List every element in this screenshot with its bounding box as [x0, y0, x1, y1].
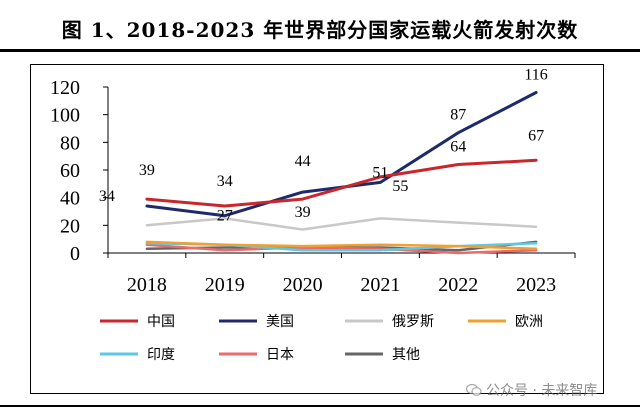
data-label: 116	[524, 67, 547, 84]
y-tick-label: 120	[50, 77, 80, 99]
data-label: 44	[295, 153, 311, 170]
x-tick-label: 2021	[360, 274, 400, 296]
y-tick-label: 20	[60, 215, 80, 237]
chart-title: 图 1、2018-2023 年世界部分国家运载火箭发射次数	[61, 18, 579, 42]
watermark-text: 公众号 · 未来智库	[486, 383, 598, 399]
legend-label: 中国	[147, 314, 175, 330]
data-label: 39	[139, 162, 155, 179]
chart-frame	[30, 64, 604, 394]
legend-label: 日本	[266, 347, 294, 363]
data-label: 64	[450, 138, 466, 155]
series-line	[145, 243, 538, 255]
data-label: 55	[392, 178, 408, 195]
legend-label: 俄罗斯	[392, 314, 434, 330]
y-tick-label: 100	[50, 105, 80, 127]
wechat-icon	[466, 383, 482, 396]
x-tick-label: 2022	[438, 274, 478, 296]
x-tick-label: 2018	[127, 274, 167, 296]
x-tick-label: 2020	[283, 274, 323, 296]
title-rule	[0, 49, 640, 52]
data-label: 39	[295, 204, 311, 221]
data-label: 51	[372, 164, 388, 181]
series-line	[145, 158, 538, 208]
legend-label: 印度	[147, 347, 175, 363]
series-line	[145, 217, 538, 231]
data-labels: 39 34 44 55 64 67 34 27 39 51 87 116	[99, 67, 548, 225]
data-label: 34	[99, 188, 115, 205]
data-label: 87	[450, 107, 466, 124]
data-label: 27	[217, 208, 233, 225]
y-tick-label: 60	[60, 160, 80, 182]
y-tick-label: 40	[60, 188, 80, 210]
legend-label: 欧洲	[515, 314, 543, 330]
series-line	[145, 91, 538, 218]
y-tick-label: 0	[70, 243, 80, 265]
data-label: 67	[528, 127, 544, 144]
data-label: 34	[217, 173, 233, 190]
x-tick-label: 2019	[205, 274, 245, 296]
series-line	[145, 240, 538, 251]
watermark: 公众号 · 未来智库	[466, 380, 597, 400]
y-tick-label: 80	[60, 132, 80, 154]
legend-label: 其他	[392, 347, 420, 363]
legend-label: 美国	[266, 314, 294, 330]
series-lines	[145, 91, 538, 255]
x-tick-label: 2023	[516, 274, 556, 296]
axes: 0 20 40 60 80 100 120 2018 2019 2020 2021 2022 2023	[50, 77, 576, 296]
bottom-rule	[0, 405, 640, 407]
